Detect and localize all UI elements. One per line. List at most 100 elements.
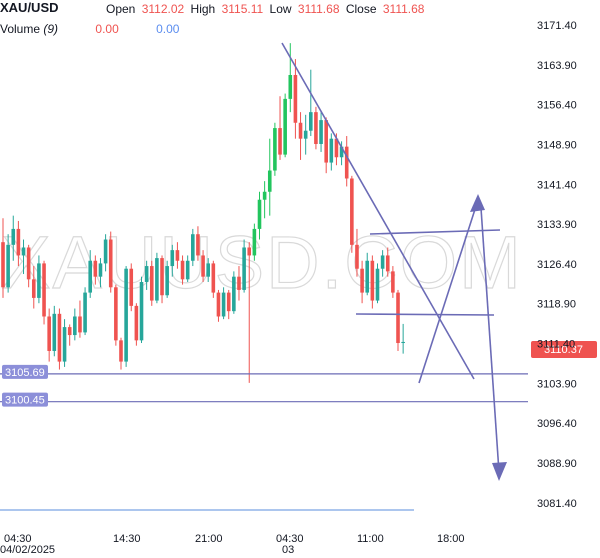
x-date-label: 04/02/2025 (0, 544, 55, 556)
candle (67, 324, 72, 346)
candle-body (103, 239, 108, 264)
y-tick-label: 3171.40 (537, 20, 577, 32)
candle (252, 223, 257, 261)
arrow-up-shaft (418, 199, 479, 384)
candle (139, 276, 144, 344)
candle-body (329, 138, 334, 163)
y-tick-label: 3081.40 (537, 498, 577, 510)
candle (119, 337, 123, 370)
candle-body (155, 258, 159, 301)
trend-line-down (281, 42, 475, 380)
candle (288, 43, 293, 113)
level-label-bg (2, 364, 48, 379)
y-tick-label: 3111.40 (537, 339, 575, 351)
candle (206, 258, 210, 282)
candle-body (247, 247, 252, 256)
candle-body (57, 313, 62, 362)
candle (391, 266, 395, 298)
y-tick-label: 3103.90 (537, 378, 577, 390)
candle (191, 228, 195, 267)
candle-body (211, 263, 216, 293)
candle-body (160, 258, 164, 296)
high-value: 3115.11 (221, 2, 264, 16)
candle (375, 263, 380, 304)
candle-body (149, 266, 154, 301)
candle (78, 300, 82, 338)
candle-body (98, 263, 103, 277)
candle-body (288, 74, 293, 99)
candle (350, 175, 354, 253)
candle-body (242, 247, 246, 290)
candle-body (262, 191, 267, 200)
volume-param: (9) (43, 22, 59, 36)
candle-body (252, 228, 257, 256)
open-label: Open (106, 2, 136, 16)
candle (170, 244, 175, 277)
candle-body (314, 112, 318, 144)
candle (385, 247, 390, 277)
candle-body (108, 239, 113, 288)
candle (185, 255, 190, 282)
candle (298, 112, 303, 160)
candle-body (201, 255, 205, 277)
volume-readout: Volume (9) 0.00 0.00 (0, 22, 179, 36)
candle (401, 323, 405, 354)
candle-body (237, 276, 241, 290)
candle (175, 242, 180, 269)
candle (267, 138, 272, 216)
candle (83, 287, 87, 336)
candle (103, 234, 108, 272)
candle (21, 239, 26, 275)
arrow-up-head (470, 194, 485, 212)
candle-body (175, 250, 180, 261)
candle-body (226, 292, 231, 312)
candle-body (47, 316, 51, 351)
candle (396, 289, 400, 351)
candle (283, 93, 287, 158)
candle-body (293, 74, 298, 123)
candle-body (360, 268, 364, 293)
candle-body (119, 340, 123, 362)
candle-body (88, 260, 93, 293)
channel-line-top (369, 229, 501, 235)
candle (365, 252, 370, 296)
current-price-tag (531, 341, 597, 359)
candle (355, 228, 359, 277)
candle (134, 303, 139, 346)
candle-body (78, 316, 82, 333)
candle (108, 231, 113, 293)
candle (232, 271, 236, 314)
candle-body (396, 292, 400, 344)
candle-body (11, 228, 16, 245)
candle-body (129, 268, 134, 306)
candles (1, 43, 405, 383)
candle (165, 260, 169, 298)
candle-body (232, 276, 236, 312)
candle (201, 250, 205, 282)
x-tick-label: 14:30 (113, 533, 141, 545)
trend-drawings (281, 42, 507, 481)
candle-body (319, 120, 323, 144)
y-tick-label: 3133.90 (537, 219, 577, 231)
arrow-down-head (492, 462, 507, 481)
candle (62, 319, 67, 367)
watermark-text: XAUUSD.COM (1, 221, 523, 304)
candle-body (355, 244, 359, 269)
y-tick-label: 3096.40 (537, 418, 577, 430)
candle (124, 266, 128, 367)
current-price-label: 3110.37 (544, 344, 583, 356)
candle (180, 255, 185, 285)
y-tick-label: 3141.40 (537, 179, 577, 191)
volume-value-2: 0.00 (156, 22, 180, 36)
y-tick-label: 3148.90 (537, 140, 577, 152)
arrow-down-shaft (480, 207, 500, 473)
candle (242, 239, 246, 293)
candle (149, 260, 154, 306)
volume-label: Volume (0, 22, 41, 36)
candle-body (380, 255, 385, 269)
candle-body (83, 292, 87, 333)
candle (160, 255, 164, 304)
candle (31, 266, 36, 309)
candle-body (1, 242, 5, 288)
